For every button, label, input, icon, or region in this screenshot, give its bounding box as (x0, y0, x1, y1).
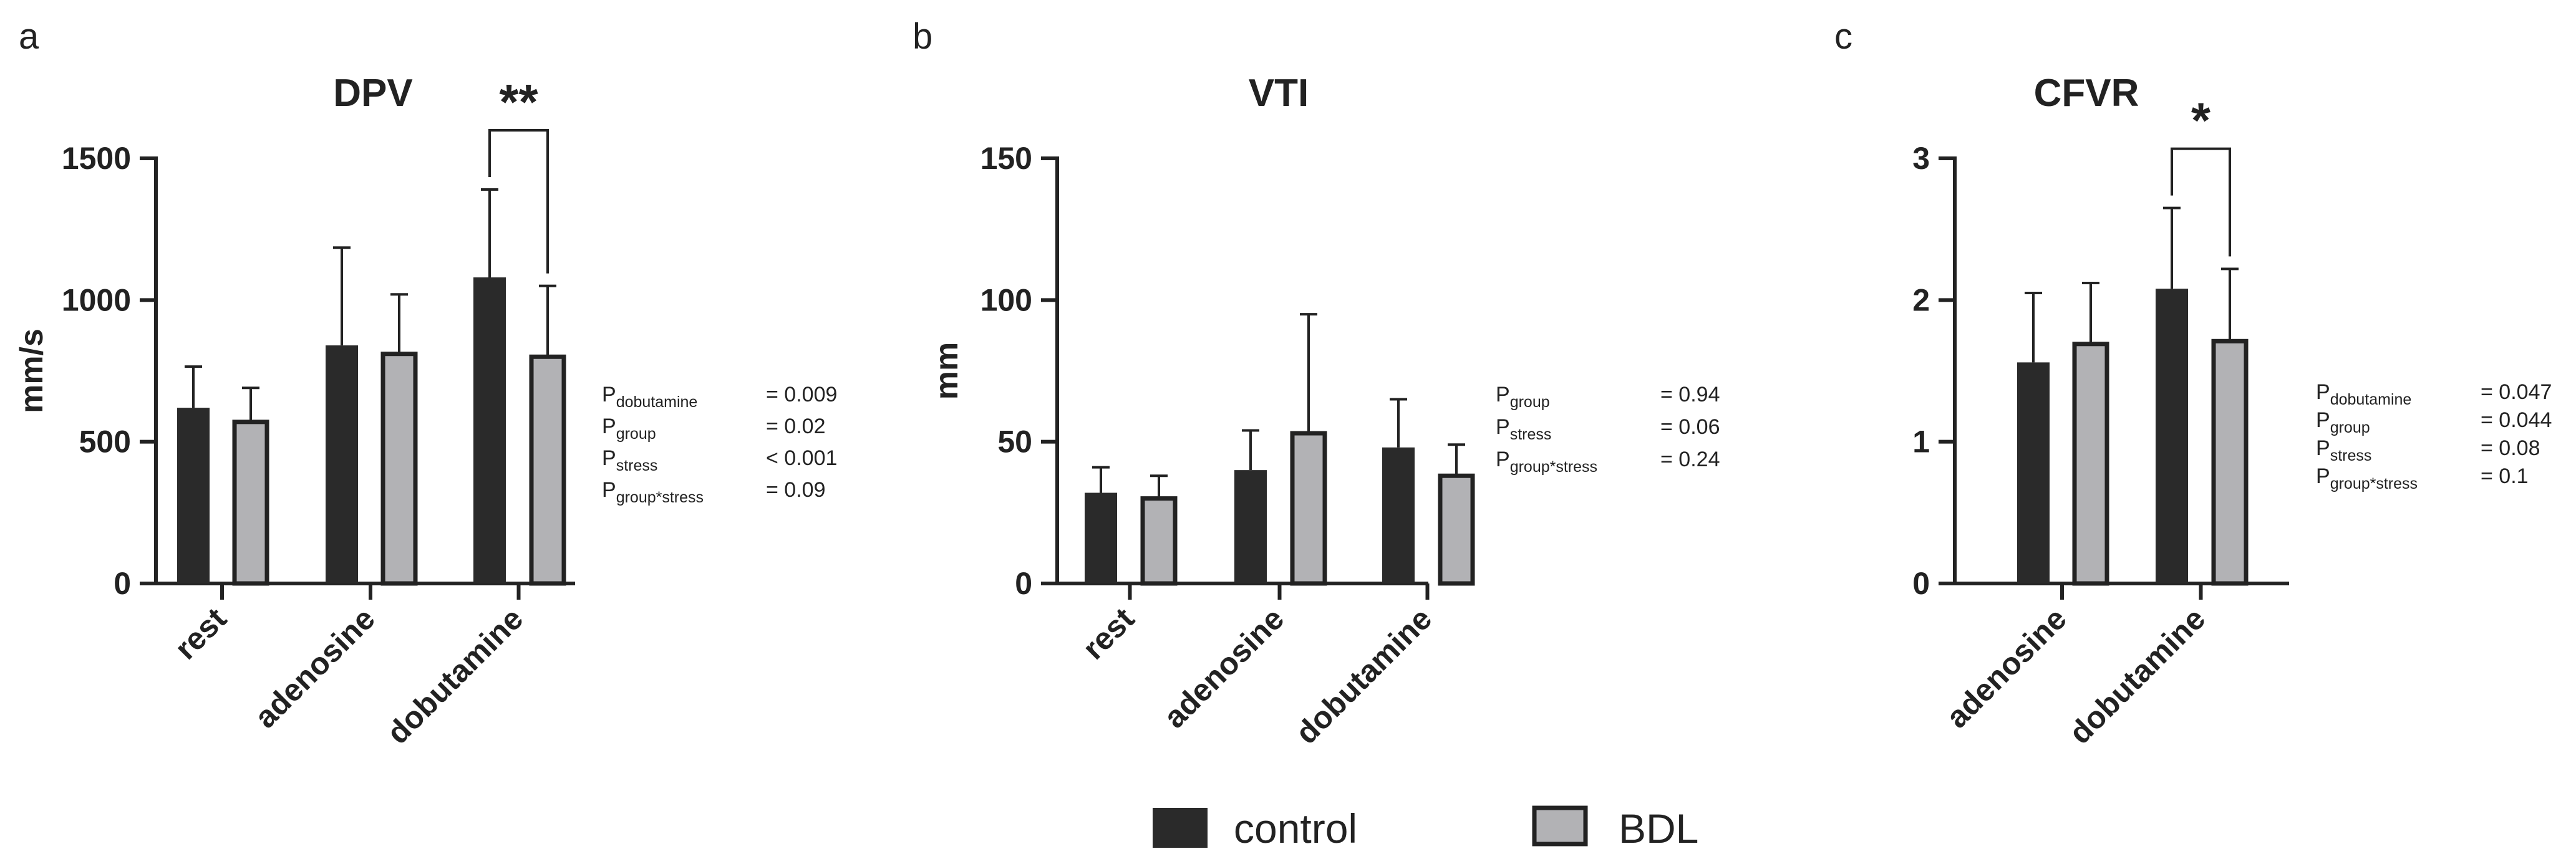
stat-value: = 0.009 (766, 383, 837, 406)
chart-title: DPV (333, 72, 412, 115)
bar-bdl-adenosine[interactable] (2072, 342, 2109, 586)
x-tick-label-rest: rest (168, 601, 233, 666)
significance-label: ** (499, 74, 538, 130)
stat-name: Pstress (602, 446, 657, 474)
x-tick-label-rest: rest (1076, 601, 1141, 666)
stat-name: Pgroup*stress (2316, 464, 2418, 492)
chart-title: CFVR (2034, 72, 2139, 115)
stat-value: = 0.06 (1660, 415, 1720, 439)
bar-control-adenosine[interactable] (2017, 362, 2050, 583)
y-tick-label: 0 (1912, 566, 1930, 601)
bar-control-rest[interactable] (1085, 492, 1117, 583)
y-axis-label: mm (929, 342, 965, 400)
stat-name: Pgroup*stress (602, 478, 704, 506)
x-tick-label-dobutamine: dobutamine (2062, 601, 2212, 751)
y-tick-label: 1000 (62, 282, 131, 317)
bar-control-adenosine[interactable] (326, 345, 358, 583)
y-tick-label: 3 (1912, 141, 1930, 176)
chart-panel-a: a DPV mm/s 0 500 1000 1500 rest adenosinedobutam… (14, 16, 837, 751)
x-tick-label-dobutamine: dobutamine (1289, 601, 1438, 751)
stat-value: = 0.08 (2481, 436, 2540, 460)
stat-value: < 0.001 (766, 446, 837, 470)
stat-name: Pdobutamine (602, 383, 697, 411)
stat-value: = 0.044 (2481, 408, 2552, 432)
x-tick-label-adenosine: adenosine (1157, 601, 1290, 734)
significance-label: * (2191, 93, 2211, 148)
bar-control-dobutamine[interactable] (2156, 289, 2188, 583)
y-axis-label: mm/s (14, 329, 50, 413)
legend-label-control: control (1234, 805, 1357, 852)
y-tick-label: 50 (997, 425, 1032, 459)
stat-value: = 0.24 (1660, 448, 1720, 471)
y-tick-label: 0 (114, 566, 131, 601)
bar-bdl-rest[interactable] (232, 420, 269, 586)
bar-bdl-dobutamine[interactable] (529, 354, 566, 586)
significance-bracket (2171, 147, 2231, 257)
legend-swatch-bdl (1532, 805, 1588, 847)
stat-name: Pstress (1496, 415, 1551, 443)
stat-value: = 0.02 (766, 415, 825, 438)
panel-letter: c (1834, 16, 1852, 57)
chart-title: VTI (1249, 72, 1309, 115)
bar-bdl-rest[interactable] (1140, 496, 1178, 586)
stat-name: Pgroup (2316, 408, 2370, 436)
y-tick-label: 150 (981, 141, 1032, 176)
bar-control-dobutamine[interactable] (1382, 447, 1415, 583)
x-tick-label-dobutamine: dobutamine (380, 601, 530, 751)
legend-swatch-control (1153, 808, 1208, 848)
y-tick-label: 2 (1912, 282, 1930, 317)
stat-name: Pgroup*stress (1496, 448, 1597, 476)
y-tick-label: 1500 (62, 141, 131, 176)
legend: control BDL (1153, 805, 1698, 852)
bar-control-dobutamine[interactable] (473, 277, 506, 583)
bar-control-adenosine[interactable] (1234, 470, 1267, 583)
stat-value: = 0.1 (2481, 464, 2529, 488)
y-tick-label: 0 (1015, 566, 1032, 601)
bar-bdl-dobutamine[interactable] (2211, 338, 2249, 586)
bar-bdl-dobutamine[interactable] (1438, 473, 1475, 586)
bar-control-rest[interactable] (177, 408, 210, 583)
x-tick-label-adenosine: adenosine (248, 601, 381, 734)
stat-name: Pstress (2316, 436, 2371, 464)
bar-bdl-adenosine[interactable] (380, 352, 418, 586)
panel-letter: a (19, 16, 39, 57)
significance-bracket (488, 129, 549, 274)
y-tick-label: 500 (79, 425, 131, 459)
y-tick-label: 100 (981, 282, 1032, 317)
stat-value: = 0.09 (766, 478, 825, 502)
stat-name: Pgroup (1496, 383, 1550, 411)
panel-letter: b (913, 16, 932, 57)
legend-label-bdl: BDL (1619, 805, 1698, 852)
stat-value: = 0.94 (1660, 383, 1720, 406)
stat-name: Pdobutamine (2316, 380, 2411, 408)
x-tick-label-adenosine: adenosine (1939, 601, 2073, 734)
stat-value: = 0.047 (2481, 380, 2552, 404)
stat-name: Pgroup (602, 415, 656, 443)
y-tick-label: 1 (1912, 425, 1930, 459)
bar-bdl-adenosine[interactable] (1290, 431, 1327, 586)
